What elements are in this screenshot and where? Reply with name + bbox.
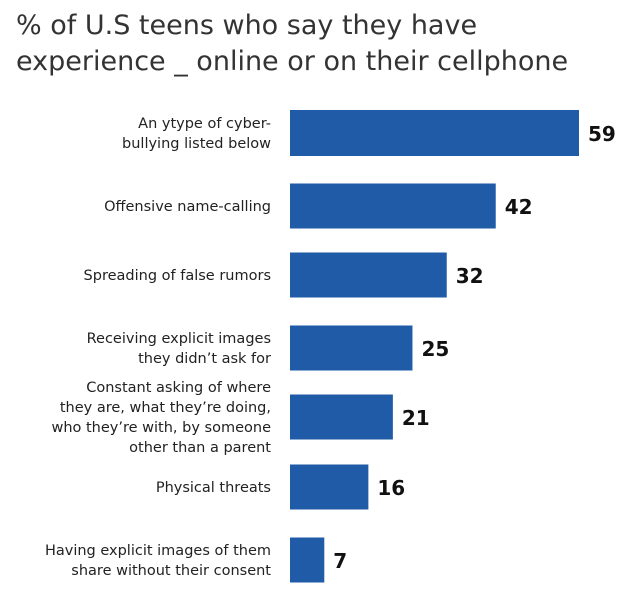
value-label-5: 21 [402, 406, 430, 430]
value-label-7: 7 [333, 549, 347, 573]
category-label-2: Offensive name-calling [104, 199, 271, 215]
category-label-6: Physical threats [156, 480, 271, 496]
chart-title: % of U.S teens who say they have experie… [16, 8, 631, 80]
bar-5 [290, 394, 393, 440]
category-label-3: Spreading of false rumors [84, 268, 271, 284]
bar-4 [290, 325, 413, 371]
bar-2 [290, 183, 496, 229]
chart-title-line-2: experience _ online or on their cellphon… [16, 46, 569, 77]
bar-1 [290, 110, 579, 156]
value-label-1: 59 [588, 122, 616, 146]
bar-7 [290, 537, 325, 583]
bar-6 [290, 464, 369, 510]
category-label-1: An ytype of cyber-bullying listed below [122, 116, 271, 152]
category-label-7: Having explicit images of them share with… [45, 543, 271, 579]
value-label-4: 25 [421, 337, 449, 361]
bars-group: 59 An ytype of cyber-bullying listed belo… [45, 110, 616, 583]
bar-3 [290, 252, 447, 298]
chart-title-line-1: % of U.S teens who say they have [16, 10, 478, 41]
category-label-4: Receiving explicit images they didn’t ask… [87, 331, 271, 367]
value-label-2: 42 [505, 195, 533, 219]
category-label-5: Constant asking of where they are, what t… [51, 380, 271, 456]
value-label-3: 32 [456, 264, 484, 288]
value-label-6: 16 [377, 476, 405, 500]
